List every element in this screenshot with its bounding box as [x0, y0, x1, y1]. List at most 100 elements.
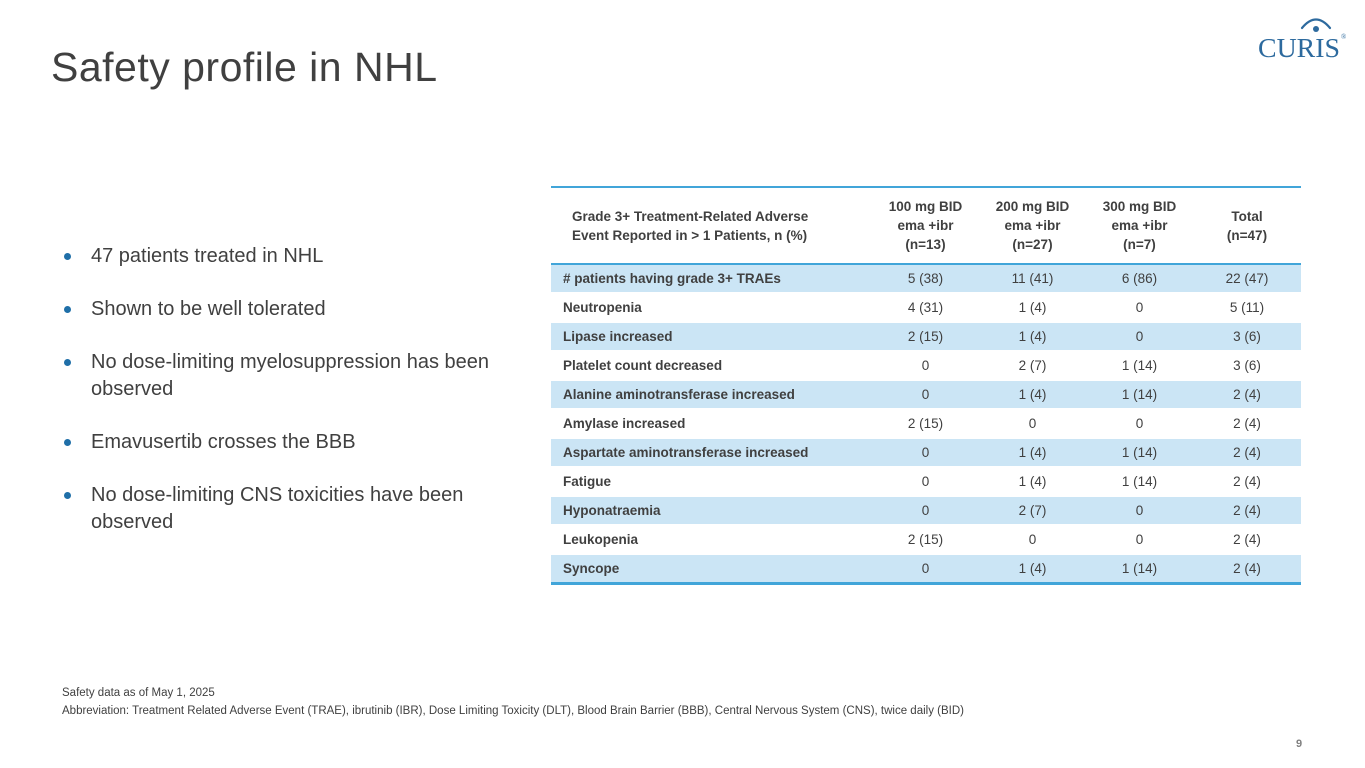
- row-label: Syncope: [563, 560, 620, 576]
- table-cell: 0: [872, 380, 979, 410]
- table-cell: 2 (4): [1233, 560, 1261, 576]
- row-label: Neutropenia: [551, 293, 872, 323]
- table-cell: 3 (6): [1193, 351, 1301, 381]
- table-cell: 1 (14): [1086, 467, 1193, 497]
- table-row: Platelet count decreased 0 2 (7) 1 (14) …: [551, 351, 1301, 381]
- table-cell: 0: [1086, 525, 1193, 555]
- table-row: Amylase increased 2 (15) 0 0 2 (4): [551, 409, 1301, 439]
- logo-text: CURIS: [1258, 33, 1340, 62]
- row-label: Alanine aminotransferase increased: [551, 380, 872, 410]
- table-cell: 3 (6): [1193, 322, 1301, 352]
- table-cell: 2 (4): [1193, 467, 1301, 497]
- table-cell: 2 (15): [872, 409, 979, 439]
- bullet-list: 47 patients treated in NHL Shown to be w…: [62, 243, 514, 562]
- table-row: Leukopenia 2 (15) 0 0 2 (4): [551, 525, 1301, 555]
- table-row: Neutropenia 4 (31) 1 (4) 0 5 (11): [551, 293, 1301, 323]
- logo-dot-icon: [1313, 26, 1319, 32]
- list-item: No dose-limiting CNS toxicities have bee…: [62, 482, 514, 536]
- bullet-text: Shown to be well tolerated: [91, 298, 326, 320]
- table-cell: 0: [1086, 496, 1193, 526]
- bullet-text: Emavusertib crosses the BBB: [91, 431, 356, 453]
- table-cell: 0: [872, 496, 979, 526]
- table-cell: 1 (14): [1086, 380, 1193, 410]
- row-label: Lipase increased: [551, 322, 872, 352]
- logo-arc-icon: [1300, 18, 1332, 30]
- table-cell: 1 (4): [979, 322, 1086, 352]
- table-cell: 1 (4): [979, 380, 1086, 410]
- table-cell: 2 (7): [979, 496, 1086, 526]
- page-number: 9: [1296, 738, 1303, 750]
- table-cell: 4 (31): [872, 293, 979, 323]
- table-cell: 5 (38): [872, 264, 979, 294]
- list-item: Emavusertib crosses the BBB: [62, 429, 514, 456]
- table-cell: 0: [979, 525, 1086, 555]
- registered-mark: ®: [1341, 33, 1346, 41]
- footnote-abbreviations: Abbreviation: Treatment Related Adverse …: [62, 705, 964, 717]
- table-cell: 1 (4): [1018, 560, 1047, 576]
- table-cell: 2 (4): [1193, 380, 1301, 410]
- column-header-total: Total (n=47): [1193, 187, 1301, 265]
- row-label: Aspartate aminotransferase increased: [551, 438, 872, 468]
- bullet-icon: [64, 359, 71, 366]
- row-label: Hyponatraemia: [551, 496, 872, 526]
- list-item: No dose-limiting myelosuppression has be…: [62, 349, 514, 403]
- table-cell: 0: [872, 351, 979, 381]
- table-cell: 0: [872, 467, 979, 497]
- row-label: Amylase increased: [551, 409, 872, 439]
- column-header-100mg: 100 mg BID ema +ibr (n=13): [872, 187, 979, 265]
- table-cell: 2 (4): [1193, 496, 1301, 526]
- table-cell: 1 (4): [979, 467, 1086, 497]
- table-cell: 6 (86): [1086, 264, 1193, 294]
- table-cell: 2 (4): [1193, 438, 1301, 468]
- adverse-events-table: Grade 3+ Treatment-Related Adverse Event…: [551, 186, 1301, 585]
- table-cell: 0: [979, 409, 1086, 439]
- table-cell: 0: [872, 438, 979, 468]
- table-cell: 22 (47): [1193, 264, 1301, 294]
- page-title: Safety profile in NHL: [51, 44, 438, 90]
- column-header-300mg: 300 mg BID ema +ibr (n=7): [1086, 187, 1193, 265]
- table-row: Lipase increased 2 (15) 1 (4) 0 3 (6): [551, 322, 1301, 352]
- table-row: Syncope 0 1 (4) 1 (14) 2 (4): [551, 554, 1301, 583]
- table-cell: 0: [921, 560, 930, 576]
- column-header-event: Grade 3+ Treatment-Related Adverse Event…: [551, 187, 872, 265]
- table-cell: 2 (15): [872, 525, 979, 555]
- table-cell: 2 (4): [1193, 525, 1301, 555]
- table-header-row: Grade 3+ Treatment-Related Adverse Event…: [551, 187, 1301, 265]
- table-cell: 2 (7): [979, 351, 1086, 381]
- bullet-text: No dose-limiting myelosuppression has be…: [91, 351, 489, 400]
- table-cell: 1 (4): [979, 438, 1086, 468]
- table-row: # patients having grade 3+ TRAEs 5 (38) …: [551, 264, 1301, 294]
- table-cell: 0: [1086, 322, 1193, 352]
- table-cell: 2 (4): [1193, 409, 1301, 439]
- table-row: Hyponatraemia 0 2 (7) 0 2 (4): [551, 496, 1301, 526]
- table-row: Fatigue 0 1 (4) 1 (14) 2 (4): [551, 467, 1301, 497]
- list-item: Shown to be well tolerated: [62, 296, 514, 323]
- table-row: Alanine aminotransferase increased 0 1 (…: [551, 380, 1301, 410]
- column-header-200mg: 200 mg BID ema +ibr (n=27): [979, 187, 1086, 265]
- table-cell: 5 (11): [1193, 293, 1301, 323]
- table-cell: 0: [1086, 409, 1193, 439]
- row-label: # patients having grade 3+ TRAEs: [551, 264, 872, 294]
- table-cell: 1 (14): [1086, 351, 1193, 381]
- table-cell: 0: [1086, 293, 1193, 323]
- bullet-icon: [64, 253, 71, 260]
- row-label: Platelet count decreased: [551, 351, 872, 381]
- bullet-text: No dose-limiting CNS toxicities have bee…: [91, 484, 464, 533]
- bullet-text: 47 patients treated in NHL: [91, 245, 324, 267]
- footnote-data-date: Safety data as of May 1, 2025: [62, 687, 215, 699]
- table-cell: 1 (14): [1086, 438, 1193, 468]
- table-cell: 2 (15): [872, 322, 979, 352]
- row-label: Leukopenia: [551, 525, 872, 555]
- bullet-icon: [64, 492, 71, 499]
- row-label: Fatigue: [551, 467, 872, 497]
- bullet-icon: [64, 306, 71, 313]
- table-cell: 11 (41): [979, 264, 1086, 294]
- table-row: Aspartate aminotransferase increased 0 1…: [551, 438, 1301, 468]
- table-cell: 1 (14): [1121, 560, 1158, 576]
- bullet-icon: [64, 439, 71, 446]
- footnotes: Safety data as of May 1, 2025 Abbreviati…: [62, 684, 1262, 720]
- list-item: 47 patients treated in NHL: [62, 243, 514, 270]
- table-cell: 1 (4): [979, 293, 1086, 323]
- curis-logo: CURIS ®: [1258, 18, 1346, 62]
